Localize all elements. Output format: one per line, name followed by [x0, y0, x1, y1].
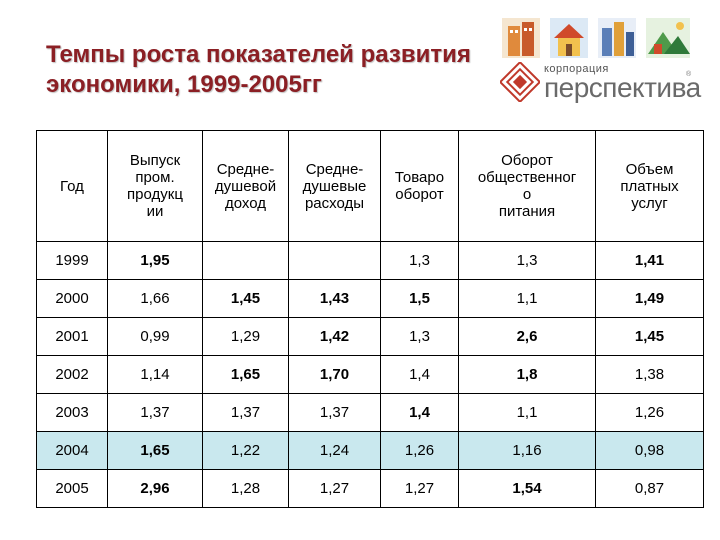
table-row: 2002 1,14 1,65 1,70 1,4 1,8 1,38	[36, 355, 704, 394]
column-header: Средне-душевой доход	[202, 130, 289, 242]
value-cell: 1,37	[202, 393, 289, 432]
value-cell: 1,45	[595, 317, 704, 356]
column-header-line: расходы	[304, 194, 365, 212]
value-cell: 1,70	[288, 355, 381, 394]
value-cell: 1,43	[288, 279, 381, 318]
logo-registered-mark: ®	[686, 71, 692, 78]
value-cell: 1,16	[458, 431, 596, 470]
value-cell: 1,42	[288, 317, 381, 356]
year-cell: 2000	[36, 279, 108, 318]
value-cell: 1,45	[202, 279, 289, 318]
house-icon	[550, 18, 588, 58]
value-cell: 1,54	[458, 469, 596, 508]
landscape-icon	[646, 18, 690, 58]
logo-mark-icon	[500, 62, 540, 102]
value-cell	[202, 241, 289, 280]
column-header: Оборот общественног о питания	[458, 130, 596, 242]
column-header: Средне-душевые расходы	[288, 130, 381, 242]
title-line-1: Темпы роста показателей развития	[46, 41, 471, 68]
column-header-line: Средне-	[305, 160, 364, 178]
logo-title: перспектива	[544, 72, 701, 103]
value-cell: 1,24	[288, 431, 381, 470]
value-cell: 1,14	[107, 355, 203, 394]
value-cell: 2,96	[107, 469, 203, 508]
table-header-row: Год Выпуск пром. продукц ии Средне-душевой дох…	[36, 130, 704, 242]
column-header: Товаро оборот	[380, 130, 459, 242]
value-cell: 0,87	[595, 469, 704, 508]
value-cell: 1,37	[288, 393, 381, 432]
column-header-line: оборот	[395, 186, 444, 203]
value-cell: 1,3	[380, 241, 459, 280]
value-cell: 1,66	[107, 279, 203, 318]
year-cell: 2003	[36, 393, 108, 432]
value-cell: 1,26	[595, 393, 704, 432]
column-header-line: доход	[224, 194, 267, 212]
value-cell: 1,1	[458, 279, 596, 318]
value-cell: 1,38	[595, 355, 704, 394]
value-cell: 1,29	[202, 317, 289, 356]
year-cell: 2001	[36, 317, 108, 356]
value-cell: 1,49	[595, 279, 704, 318]
column-header: Объем платных услуг	[595, 130, 704, 242]
table-row: 1999 1,95 1,3 1,3 1,41	[36, 241, 704, 280]
column-header-line: душевой	[214, 177, 277, 195]
table-body: 1999 1,95 1,3 1,3 1,41 2000 1,66 1,45 1,43 1,5 1,1…	[36, 241, 704, 508]
value-cell: 1,4	[380, 393, 459, 432]
value-cell: 1,26	[380, 431, 459, 470]
value-cell: 1,3	[380, 317, 459, 356]
column-header-line: Объем	[625, 160, 674, 178]
table-row: 2003 1,37 1,37 1,37 1,4 1,1 1,26	[36, 393, 704, 432]
column-header-line: душевые	[302, 177, 367, 195]
column-header-line: услуг	[631, 194, 668, 212]
value-cell: 1,41	[595, 241, 704, 280]
year-cell: 2002	[36, 355, 108, 394]
value-cell: 1,4	[380, 355, 459, 394]
value-cell: 1,1	[458, 393, 596, 432]
value-cell: 1,22	[202, 431, 289, 470]
title-line-2: экономики, 1999-2005гг	[46, 71, 322, 98]
table-row: 2000 1,66 1,45 1,43 1,5 1,1 1,49	[36, 279, 704, 318]
logo-subtitle: корпорация	[544, 63, 609, 75]
column-header: Выпуск пром. продукц ии	[107, 130, 203, 242]
building-icon	[502, 18, 540, 58]
table-row: 2005 2,96 1,28 1,27 1,27 1,54 0,87	[36, 469, 704, 508]
value-cell: 1,37	[107, 393, 203, 432]
value-cell: 2,6	[458, 317, 596, 356]
year-cell: 1999	[36, 241, 108, 280]
table-row: 2001 0,99 1,29 1,42 1,3 2,6 1,45	[36, 317, 704, 356]
value-cell: 0,99	[107, 317, 203, 356]
value-cell	[288, 241, 381, 280]
year-cell: 2005	[36, 469, 108, 508]
column-header-line: питания	[498, 203, 556, 220]
column-header-line: платных	[620, 177, 679, 195]
table-row: 2004 1,65 1,22 1,24 1,26 1,16 0,98	[36, 431, 704, 470]
value-cell: 1,3	[458, 241, 596, 280]
value-cell: 1,65	[107, 431, 203, 470]
city-icon	[598, 18, 636, 58]
column-header-line: Год	[60, 177, 84, 195]
value-cell: 1,95	[107, 241, 203, 280]
year-cell: 2004	[36, 431, 108, 470]
value-cell: 1,27	[288, 469, 381, 508]
column-header-line: Товаро	[394, 169, 445, 186]
value-cell: 1,28	[202, 469, 289, 508]
value-cell: 0,98	[595, 431, 704, 470]
value-cell: 1,5	[380, 279, 459, 318]
column-header-line: ии	[146, 203, 164, 220]
value-cell: 1,8	[458, 355, 596, 394]
column-header: Год	[36, 130, 108, 242]
column-header-line: Средне-	[216, 160, 275, 178]
growth-table: Год Выпуск пром. продукц ии Средне-душевой дох…	[36, 130, 704, 508]
column-header-line: о	[522, 186, 532, 203]
value-cell: 1,65	[202, 355, 289, 394]
header-icons	[502, 18, 690, 58]
column-header-line: Выпуск	[129, 152, 181, 169]
value-cell: 1,27	[380, 469, 459, 508]
column-header-line: продукц	[127, 186, 183, 203]
column-header-line: пром.	[135, 169, 175, 186]
page-title: Темпы роста показателей развития экономи…	[46, 40, 516, 100]
column-header-line: Оборот	[501, 152, 553, 169]
column-header-line: общественног	[477, 169, 577, 186]
